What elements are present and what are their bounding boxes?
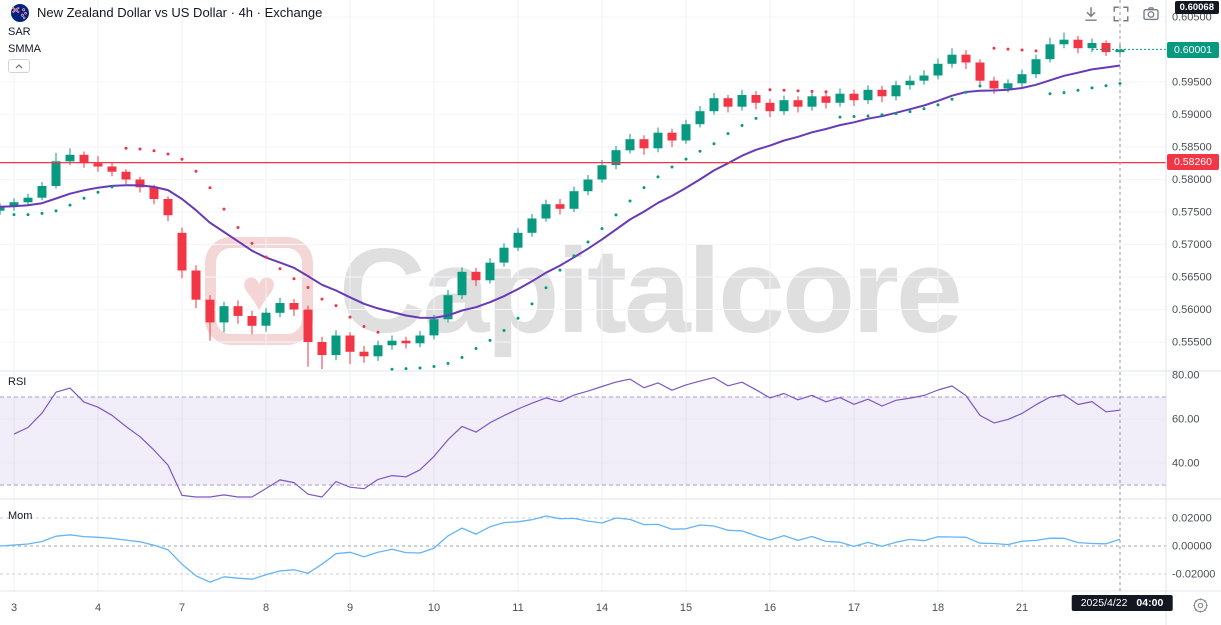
svg-text:7: 7	[179, 602, 185, 614]
svg-text:18: 18	[932, 602, 944, 614]
settings-gear-icon[interactable]	[1192, 597, 1209, 619]
corner-price-badge: 0.60068	[1174, 1, 1219, 14]
time-axis[interactable]: 3 4 7 8 9 10 11 14 15 16 17 18 21	[11, 602, 1028, 614]
chart-header: New Zealand Dollar vs US Dollar · 4h · E…	[0, 0, 322, 25]
mom-line	[0, 515, 1121, 583]
date-badge-date: 2025/4/22	[1080, 597, 1128, 609]
svg-text:0.59500: 0.59500	[1172, 77, 1212, 89]
mom-pane-label[interactable]: Mom	[8, 510, 33, 522]
svg-text:80.00: 80.00	[1172, 370, 1200, 382]
svg-text:0.55500: 0.55500	[1172, 337, 1212, 349]
fullscreen-icon[interactable]	[1112, 5, 1130, 23]
last-price-badge: 0.60001	[1167, 42, 1219, 58]
mom-grid	[0, 517, 1166, 575]
svg-text:10: 10	[428, 602, 440, 614]
svg-text:0.59000: 0.59000	[1172, 109, 1212, 121]
svg-text:3: 3	[11, 602, 17, 614]
header-toolbar	[1082, 5, 1160, 23]
svg-text:11: 11	[512, 602, 523, 614]
chart-title[interactable]: New Zealand Dollar vs US Dollar · 4h · E…	[37, 5, 323, 20]
sar-dots	[12, 46, 1122, 371]
svg-text:0.58000: 0.58000	[1172, 174, 1212, 186]
svg-text:0.60500: 0.60500	[1172, 12, 1212, 24]
svg-text:-0.02000: -0.02000	[1172, 569, 1215, 581]
collapse-indicators-button[interactable]	[8, 59, 30, 73]
svg-text:15: 15	[680, 602, 692, 614]
download-icon[interactable]	[1082, 5, 1100, 23]
price-axis: 0.60500 0.59500 0.59000 0.58500 0.58000 0.575…	[1172, 12, 1215, 581]
candlestick-series[interactable]	[0, 32, 1125, 370]
sar-legend-label[interactable]: SAR	[8, 26, 31, 38]
svg-text:16: 16	[764, 602, 776, 614]
date-badge: 2025/4/22 04:00	[1071, 595, 1173, 611]
svg-text:0.58500: 0.58500	[1172, 142, 1212, 154]
svg-text:0.57500: 0.57500	[1172, 207, 1212, 219]
nz-flag-icon	[11, 3, 29, 22]
svg-text:9: 9	[347, 602, 353, 614]
rsi-pane-label[interactable]: RSI	[8, 376, 27, 388]
svg-text:17: 17	[848, 602, 860, 614]
grid	[13, 0, 1023, 592]
svg-text:40.00: 40.00	[1172, 458, 1200, 470]
date-badge-time: 04:00	[1136, 597, 1164, 609]
svg-text:0.56000: 0.56000	[1172, 304, 1212, 316]
svg-text:0.56500: 0.56500	[1172, 272, 1212, 284]
svg-text:0.57000: 0.57000	[1172, 239, 1212, 251]
svg-text:0.02000: 0.02000	[1172, 513, 1212, 525]
chevron-up-icon	[15, 63, 23, 68]
svg-text:14: 14	[596, 602, 608, 614]
svg-text:8: 8	[263, 602, 269, 614]
smma-line	[0, 64, 1121, 319]
smma-legend-label[interactable]: SMMA	[8, 43, 41, 55]
rsi-line	[13, 377, 1121, 498]
svg-text:60.00: 60.00	[1172, 414, 1200, 426]
rsi-band	[0, 396, 1166, 486]
svg-text:21: 21	[1016, 602, 1028, 614]
price-line-badge: 0.58260	[1167, 154, 1219, 170]
svg-text:4: 4	[95, 602, 101, 614]
camera-icon[interactable]	[1142, 5, 1160, 23]
svg-text:0.00000: 0.00000	[1172, 541, 1212, 553]
